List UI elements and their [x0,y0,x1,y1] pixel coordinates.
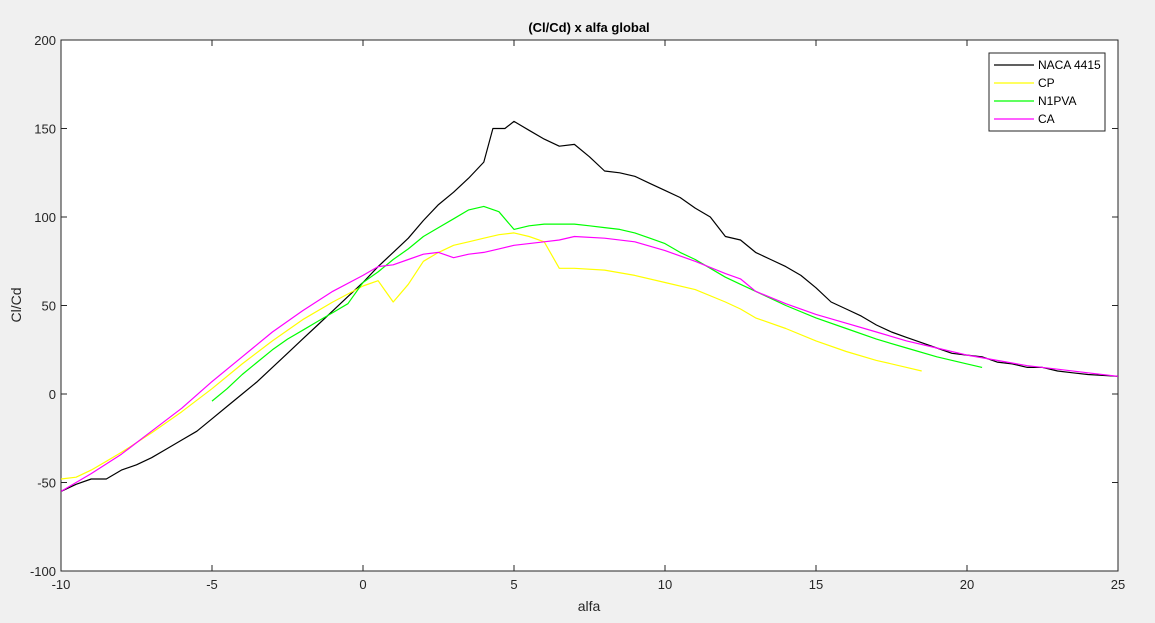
series-lines [60,120,1119,492]
y-tick-label: 0 [49,387,56,402]
legend-label: CA [1038,112,1055,126]
x-tick-label: 25 [1111,577,1125,592]
series-line-n1pva [211,205,983,402]
series-line-ca [60,235,1119,492]
y-tick-label: -50 [37,476,56,491]
y-tick-label: 200 [34,33,56,48]
x-tick-label: 20 [960,577,974,592]
y-tick-label: 50 [42,299,56,314]
x-tick-label: 0 [359,577,366,592]
legend-label: NACA 4415 [1038,58,1101,72]
x-tick-label: 15 [809,577,823,592]
series-line-cp [60,232,922,480]
legend: NACA 4415 CP N1PVA CA [988,52,1106,132]
y-tick-label: 150 [34,122,56,137]
plot-area [60,39,1119,572]
legend-label: N1PVA [1038,94,1076,108]
x-tick-label: -10 [52,577,71,592]
x-tick-label: 10 [658,577,672,592]
x-tick-label: 5 [510,577,517,592]
x-axis-label: alfa [578,598,601,614]
x-tick-label: -5 [206,577,218,592]
y-tick-label: 100 [34,210,56,225]
y-axis-label: Cl/Cd [8,287,24,322]
chart-title: (Cl/Cd) x alfa global [528,20,649,35]
y-tick-label: -100 [30,564,56,579]
series-line-naca-4415 [60,120,1119,492]
legend-label: CP [1038,76,1055,90]
legend-box [988,52,1106,132]
